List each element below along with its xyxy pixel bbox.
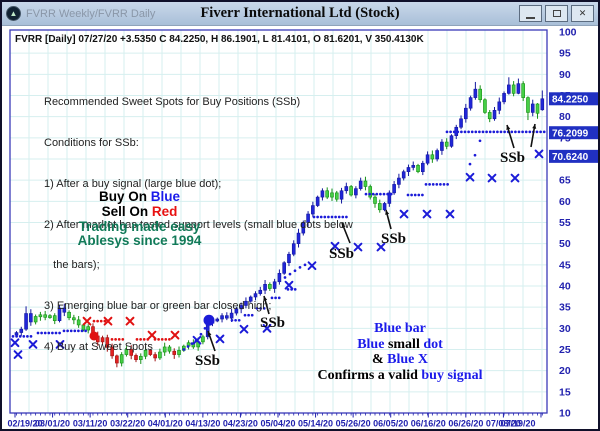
svg-text:65: 65: [559, 175, 571, 187]
x-marks: [10, 149, 544, 359]
svg-text:100: 100: [559, 27, 577, 39]
svg-text:35: 35: [559, 302, 571, 314]
svg-text:90: 90: [559, 69, 571, 81]
minimize-icon: [526, 16, 535, 19]
restore-button[interactable]: [545, 5, 568, 22]
svg-text:40: 40: [559, 280, 571, 292]
x-axis-date: 03/01/20: [35, 419, 70, 429]
x-axis-date: 02/19/20: [7, 419, 42, 429]
x-axis-date: 05/26/20: [336, 419, 371, 429]
svg-text:60: 60: [559, 196, 571, 208]
svg-text:50: 50: [559, 238, 571, 250]
svg-text:70.6240: 70.6240: [552, 152, 589, 163]
svg-text:15: 15: [559, 386, 571, 398]
price-tag: [549, 92, 598, 106]
x-axis-date: 05/04/20: [260, 419, 295, 429]
svg-text:84.2250: 84.2250: [552, 95, 589, 106]
close-button[interactable]: ✕: [571, 5, 594, 22]
price-tag: [549, 126, 598, 140]
x-axis-date: 03/22/20: [110, 419, 145, 429]
price-chart[interactable]: SSbSSbSSbSSbSSb1009590858075706560555045…: [2, 26, 600, 431]
candlesticks: [14, 77, 545, 368]
app-logo-icon: ▲: [6, 6, 21, 21]
window-title: FVRR Weekly/FVRR Daily: [26, 7, 156, 20]
ssb-label: SSb: [381, 231, 406, 247]
svg-text:20: 20: [559, 365, 571, 377]
x-axis-date: 07/19/20: [500, 419, 535, 429]
close-icon: ✕: [578, 8, 587, 18]
x-axis-date: 04/01/20: [148, 419, 183, 429]
signal-dots: [11, 130, 546, 351]
ssb-label: SSb: [329, 246, 354, 262]
svg-text:95: 95: [559, 48, 571, 60]
x-axis-date: 07/08/20: [486, 419, 521, 429]
svg-text:10: 10: [559, 407, 571, 419]
ssb-label: SSb: [500, 150, 525, 166]
x-axis-date: 06/16/20: [411, 419, 446, 429]
price-tags: 84.2250 76.2099 70.6240: [549, 92, 598, 163]
svg-text:30: 30: [559, 323, 571, 335]
x-axis-date: 04/23/20: [223, 419, 258, 429]
x-axis-date: 06/26/20: [448, 419, 483, 429]
svg-text:25: 25: [559, 344, 571, 356]
x-axis-date: 03/11/20: [73, 419, 108, 429]
restore-icon: [552, 10, 561, 17]
ssb-label: SSb: [260, 315, 285, 331]
grid-lines: [10, 30, 547, 413]
svg-text:45: 45: [559, 259, 571, 271]
x-axis-date: 05/14/20: [298, 419, 333, 429]
price-tag: [549, 149, 598, 163]
buy-signal-dot: [203, 314, 215, 326]
svg-text:55: 55: [559, 217, 571, 229]
x-axis-date: 04/13/20: [185, 419, 220, 429]
sell-signal-dot: [89, 331, 99, 341]
x-axis-date: 06/05/20: [373, 419, 408, 429]
svg-text:76.2099: 76.2099: [552, 129, 589, 140]
title-bar[interactable]: ▲ FVRR Weekly/FVRR Daily Fiverr Internat…: [2, 2, 598, 26]
ssb-label: SSb: [195, 353, 220, 369]
ssb-labels: SSb SSb SSb SSb SSb: [195, 123, 537, 369]
minimize-button[interactable]: [519, 5, 542, 22]
svg-text:80: 80: [559, 111, 571, 123]
y-axis: 100959085807570656055504540353025201510: [559, 27, 577, 420]
